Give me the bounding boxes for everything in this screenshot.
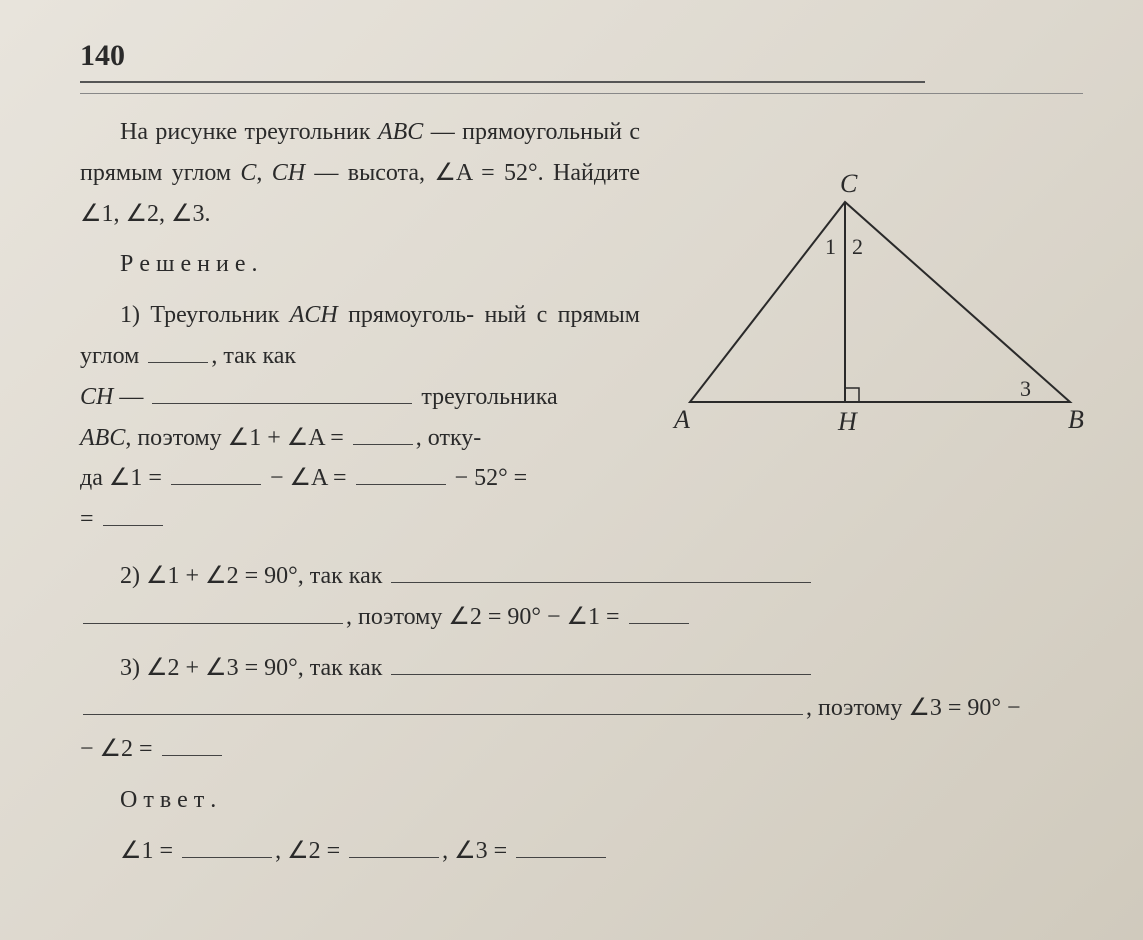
text: —: [113, 384, 149, 410]
math-answer: , ∠3 =: [442, 838, 513, 864]
blank: [182, 831, 272, 857]
content-row: На рисунке треугольник ABC — прямоугольн…: [80, 112, 1083, 550]
math-eq: ∠1 + ∠A =: [228, 425, 350, 451]
right-angle-mark: [845, 388, 859, 402]
blank: [162, 730, 222, 756]
label-b: B: [1068, 405, 1084, 434]
blank: [391, 557, 811, 583]
text: , поэтому: [346, 604, 448, 630]
math-eq: − ∠2 =: [80, 736, 159, 762]
answer-label: О т в е т .: [80, 780, 1083, 821]
text: , так как: [298, 563, 389, 589]
solution-label: Р е ш е н и е .: [80, 244, 640, 285]
blank: [83, 597, 343, 623]
angle-label-2: 2: [852, 234, 863, 259]
math-eq: ∠3 = 90° −: [908, 695, 1020, 721]
lower-steps: 2) ∠1 + ∠2 = 90°, так как , поэтому ∠2 =…: [80, 556, 1083, 872]
label-c: C: [840, 172, 858, 198]
blank: [391, 648, 811, 674]
text: 3): [120, 655, 146, 681]
label-h: H: [837, 407, 858, 436]
math-angle-a: ∠A = 52°.: [434, 160, 543, 186]
math-answer: , ∠2 =: [275, 838, 346, 864]
text: , так как: [298, 655, 389, 681]
text: На рисунке треугольник: [120, 119, 378, 145]
math-eq: − ∠A =: [264, 465, 353, 491]
text: , поэтому: [125, 425, 227, 451]
text: , отку-: [416, 425, 481, 451]
text: , поэтому: [806, 695, 908, 721]
problem-number: 140: [80, 30, 925, 83]
math-ach: ACH: [290, 302, 338, 328]
text: треугольника: [415, 384, 557, 410]
triangle-figure: C A H B 1 2 3: [670, 172, 1090, 452]
blank: [349, 831, 439, 857]
text: да: [80, 465, 109, 491]
math-eq: ∠2 = 90° − ∠1 =: [448, 604, 625, 630]
text: 1) Треугольник: [120, 302, 290, 328]
step-3: 3) ∠2 + ∠3 = 90°, так как , поэтому ∠3 =…: [80, 648, 1083, 770]
answer-line: ∠1 = , ∠2 = , ∠3 =: [80, 831, 1083, 872]
math-eq: ∠2 + ∠3 = 90°: [146, 655, 298, 681]
math-eq: =: [80, 506, 100, 532]
blank: [103, 500, 163, 526]
math-abc: ABC: [378, 119, 423, 145]
text-column: На рисунке треугольник ABC — прямоугольн…: [80, 112, 640, 550]
math-answer: ∠1 =: [120, 838, 179, 864]
blank: [629, 597, 689, 623]
blank: [171, 459, 261, 485]
math-angles-list: ∠1, ∠2, ∠3.: [80, 201, 211, 227]
blank: [148, 337, 208, 363]
text: прямоуголь-: [338, 302, 474, 328]
math-ch: CH: [80, 384, 113, 410]
text: , так как: [211, 343, 296, 369]
divider: [80, 93, 1083, 94]
blank: [152, 377, 412, 403]
math-ch: CH: [272, 160, 305, 186]
step-2: 2) ∠1 + ∠2 = 90°, так как , поэтому ∠2 =…: [80, 556, 1083, 638]
math-eq: ∠1 =: [109, 465, 168, 491]
statement: На рисунке треугольник ABC — прямоугольн…: [80, 112, 640, 234]
triangle-abc: [690, 202, 1070, 402]
page-content: 140 На рисунке треугольник ABC — прямоуг…: [0, 0, 1143, 912]
math-eq: ∠1 + ∠2 = 90°: [146, 563, 298, 589]
label-a: A: [672, 405, 690, 434]
text: ,: [256, 160, 262, 186]
math-abc: ABC: [80, 425, 125, 451]
blank: [83, 689, 803, 715]
math-eq: − 52° =: [449, 465, 528, 491]
text: Найдите: [544, 160, 640, 186]
figure-column: C A H B 1 2 3: [670, 112, 1090, 550]
text: — высота,: [305, 160, 434, 186]
math-c: C: [240, 160, 256, 186]
text: —: [423, 119, 454, 145]
text: 2): [120, 563, 146, 589]
step-1: 1) Треугольник ACH прямоуголь- ный с пря…: [80, 295, 640, 540]
angle-label-1: 1: [825, 234, 836, 259]
angle-label-3: 3: [1020, 376, 1031, 401]
blank: [353, 418, 413, 444]
blank: [356, 459, 446, 485]
blank: [516, 831, 606, 857]
